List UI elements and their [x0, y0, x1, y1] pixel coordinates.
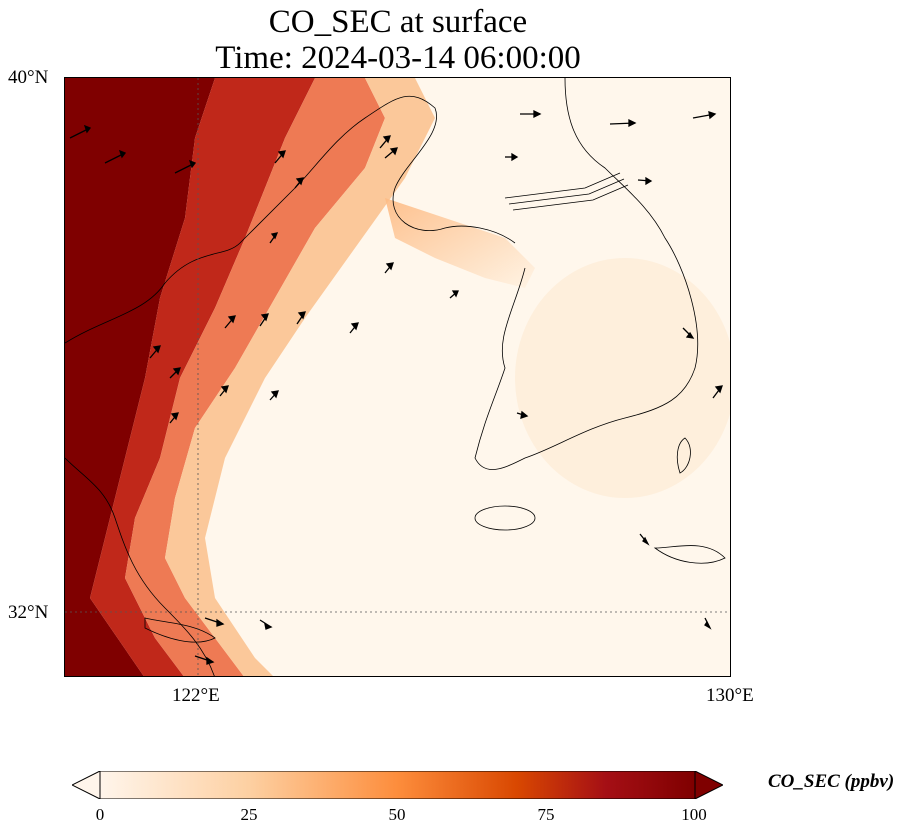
lon-label-130: 130°E [706, 685, 754, 706]
colorbar-tick: 0 [95, 805, 105, 824]
plume-edge [125, 78, 385, 676]
wind-vector [682, 327, 695, 339]
wind-vector [259, 619, 273, 630]
wind-vector [269, 390, 279, 401]
wind-vector [384, 147, 398, 159]
wind-vector [104, 149, 127, 164]
korea-tint [515, 258, 730, 498]
lat-label-40: 40°N [8, 67, 49, 88]
wind-vector [174, 159, 197, 174]
wind-vector [505, 152, 519, 162]
wind-vector [516, 410, 529, 419]
wind-vector [704, 617, 712, 630]
gridlines [65, 78, 730, 676]
wind-vector [384, 262, 394, 274]
colorbar [72, 771, 723, 799]
wind-vector [520, 109, 542, 119]
wind-vector [692, 111, 717, 120]
colorbar-tick: 75 [537, 805, 555, 824]
wind-vector [449, 290, 459, 299]
wind-vector [259, 313, 269, 327]
colorbar-extend-min [72, 771, 101, 799]
colorbar-tick: 100 [681, 805, 707, 824]
plume-inner [90, 78, 315, 676]
wind-vector [224, 315, 236, 329]
plume-fringe [165, 78, 435, 676]
wind-vector [169, 367, 181, 379]
wind-vector [296, 311, 306, 325]
wind-vector [712, 385, 723, 399]
lon-label-122: 122°E [172, 685, 220, 706]
colorbar-tick: 25 [240, 805, 258, 824]
wind-vector [637, 176, 653, 186]
wind-vector [379, 135, 391, 149]
map-plot [64, 77, 731, 677]
colorbar-gradient [99, 771, 696, 799]
wind-vector [69, 124, 92, 139]
plume-core [65, 78, 215, 676]
colorbar-extend-max [694, 771, 723, 799]
wind-vector [149, 345, 161, 359]
title-time: Time: 2024-03-14 06:00:00 [215, 40, 581, 76]
bay-plume [385, 198, 535, 288]
colorbar-tick: 50 [388, 805, 406, 824]
wind-vector [204, 617, 225, 627]
lat-label-32: 32°N [8, 602, 49, 623]
wind-vector [169, 412, 179, 424]
wind-vector [219, 385, 229, 397]
wind-vector [294, 177, 304, 189]
coastline [65, 78, 726, 676]
wind-vectors [69, 109, 723, 665]
wind-vector [274, 150, 286, 164]
wind-vector [349, 322, 359, 334]
wind-vector [639, 533, 650, 546]
wind-vector [609, 118, 637, 128]
wind-vector [269, 232, 279, 244]
map-canvas [65, 78, 730, 676]
colorbar-label: CO_SEC (ppbv) [768, 771, 895, 792]
title-variable: CO_SEC at surface [268, 4, 528, 40]
wind-vector [194, 655, 215, 665]
